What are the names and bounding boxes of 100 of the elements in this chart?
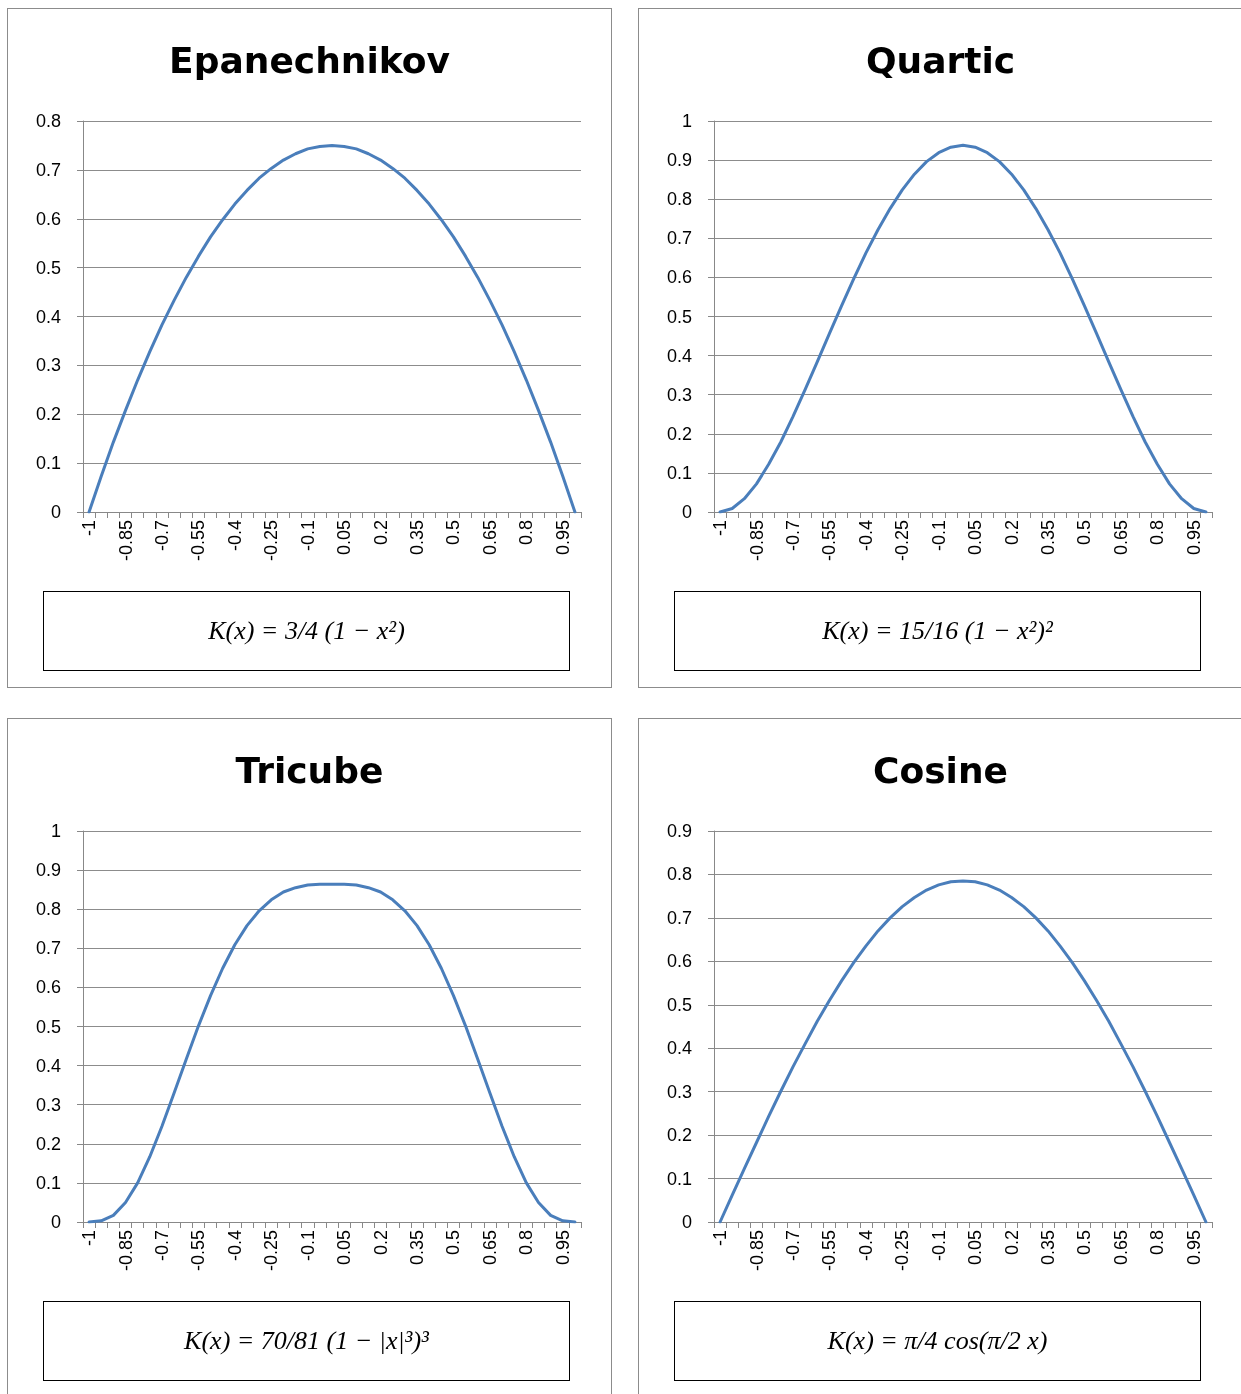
x-tick-label: -0.1 bbox=[928, 1230, 949, 1262]
y-tick-label: 0.5 bbox=[35, 1016, 61, 1037]
text: K(x) = 15/16 (1 − x²)² bbox=[674, 591, 1201, 671]
x-tick-label: 0.05 bbox=[334, 1230, 355, 1266]
x-tick-label: -0.85 bbox=[115, 1230, 136, 1272]
y-tick-label: 0.4 bbox=[666, 345, 692, 366]
x-tick-label: -0.85 bbox=[746, 1230, 767, 1272]
y-tick-label: 0 bbox=[681, 1212, 692, 1232]
y-tick-label: 1 bbox=[50, 821, 61, 841]
x-tick-label: 0.8 bbox=[516, 520, 537, 546]
x-tick-label: -0.7 bbox=[151, 520, 172, 552]
y-tick-label: 0.2 bbox=[666, 423, 692, 444]
x-tick-label: -0.4 bbox=[224, 520, 245, 552]
text: K(x) = π/4 cos(π/2 x) bbox=[674, 1301, 1201, 1381]
x-tick-label: 0.95 bbox=[1183, 1230, 1204, 1266]
x-tick-label: 0.5 bbox=[1074, 1230, 1095, 1256]
x-tick-label: -1 bbox=[79, 520, 100, 537]
y-tick-label: 0.6 bbox=[666, 267, 692, 288]
chart-title: Epanechnikov bbox=[169, 39, 450, 81]
y-tick-label: 0.1 bbox=[35, 453, 61, 474]
y-tick-label: 0.5 bbox=[666, 306, 692, 327]
chart-title: Quartic bbox=[865, 39, 1016, 81]
x-tick-label: 0.2 bbox=[1001, 520, 1022, 546]
y-tick-label: 0.3 bbox=[35, 1094, 61, 1115]
y-tick-label: 0.9 bbox=[35, 860, 61, 881]
x-tick-label: 0.2 bbox=[370, 520, 391, 546]
x-tick-label: 0.65 bbox=[479, 520, 500, 556]
x-tick-label: 0.2 bbox=[1001, 1230, 1022, 1256]
x-tick-label: 0.65 bbox=[479, 1230, 500, 1266]
x-tick-label: -1 bbox=[79, 1230, 100, 1247]
y-tick-label: 0.9 bbox=[666, 150, 692, 171]
y-tick-label: 1 bbox=[681, 111, 692, 131]
y-tick-label: 0 bbox=[50, 502, 61, 522]
y-tick-label: 0.1 bbox=[35, 1172, 61, 1193]
x-tick-label: 0.95 bbox=[552, 1230, 573, 1266]
x-tick-label: 0.35 bbox=[1038, 1230, 1059, 1266]
x-tick-label: -0.1 bbox=[928, 520, 949, 552]
x-tick-label: 0.5 bbox=[1074, 520, 1095, 546]
x-tick-label: -0.7 bbox=[782, 520, 803, 552]
x-tick-label: -0.55 bbox=[188, 1230, 209, 1272]
x-tick-label: 0.8 bbox=[1147, 1230, 1168, 1256]
x-tick-label: 0.5 bbox=[443, 520, 464, 546]
y-tick-label: 0.2 bbox=[35, 1133, 61, 1154]
x-tick-label: 0.8 bbox=[516, 1230, 537, 1256]
x-tick-label: 0.2 bbox=[370, 1230, 391, 1256]
y-tick-label: 0.9 bbox=[666, 821, 692, 841]
y-tick-label: 0.4 bbox=[666, 1038, 692, 1059]
x-tick-label: -0.4 bbox=[224, 1230, 245, 1262]
x-tick-label: -0.25 bbox=[261, 520, 282, 562]
x-tick-label: -0.85 bbox=[746, 520, 767, 562]
line-series bbox=[718, 879, 1208, 1224]
x-tick-label: 0.35 bbox=[407, 1230, 428, 1266]
x-tick-label: -0.55 bbox=[819, 520, 840, 562]
x-tick-label: -0.4 bbox=[855, 520, 876, 552]
y-tick-label: 0.7 bbox=[35, 938, 61, 959]
line-series bbox=[87, 882, 577, 1224]
line-series bbox=[718, 143, 1208, 514]
y-tick-label: 0 bbox=[681, 502, 692, 522]
text: K(x) = 3/4 (1 − x²) bbox=[43, 591, 570, 671]
y-tick-label: 0.2 bbox=[35, 404, 61, 425]
x-tick-label: -1 bbox=[710, 1230, 731, 1247]
y-tick-label: 0.1 bbox=[666, 1168, 692, 1189]
x-tick-label: -0.25 bbox=[892, 520, 913, 562]
x-tick-label: 0.5 bbox=[443, 1230, 464, 1256]
y-tick-label: 0 bbox=[50, 1212, 61, 1232]
x-tick-label: 0.05 bbox=[965, 520, 986, 556]
text: K(x) = 70/81 (1 − |x|³)³ bbox=[43, 1301, 570, 1381]
y-tick-label: 0.2 bbox=[666, 1125, 692, 1146]
y-tick-label: 0.3 bbox=[666, 1081, 692, 1102]
chart-title: Cosine bbox=[873, 749, 1008, 791]
x-tick-label: -0.55 bbox=[188, 520, 209, 562]
y-tick-label: 0.7 bbox=[666, 228, 692, 249]
y-tick-label: 0.6 bbox=[35, 208, 61, 229]
x-tick-label: 0.95 bbox=[552, 520, 573, 556]
y-tick-label: 0.8 bbox=[35, 899, 61, 920]
x-tick-label: -0.4 bbox=[855, 1230, 876, 1262]
x-tick-label: 0.35 bbox=[407, 520, 428, 556]
y-tick-label: 0.4 bbox=[35, 306, 61, 327]
x-tick-label: -0.25 bbox=[261, 1230, 282, 1272]
y-tick-label: 0.1 bbox=[666, 462, 692, 483]
x-tick-label: 0.95 bbox=[1183, 520, 1204, 556]
y-tick-label: 0.6 bbox=[666, 951, 692, 972]
line-series bbox=[87, 143, 577, 514]
x-tick-label: 0.05 bbox=[965, 1230, 986, 1266]
y-tick-label: 0.8 bbox=[666, 864, 692, 885]
y-tick-label: 0.7 bbox=[35, 159, 61, 180]
y-tick-label: 0.8 bbox=[666, 189, 692, 210]
x-tick-label: 0.65 bbox=[1110, 1230, 1131, 1266]
y-tick-label: 0.7 bbox=[666, 907, 692, 928]
x-tick-label: -0.85 bbox=[115, 520, 136, 562]
x-tick-label: 0.05 bbox=[334, 520, 355, 556]
x-tick-label: -1 bbox=[710, 520, 731, 537]
x-tick-label: -0.7 bbox=[151, 1230, 172, 1262]
x-tick-label: -0.55 bbox=[819, 1230, 840, 1272]
chart-title: Tricube bbox=[235, 749, 384, 791]
y-tick-label: 0.5 bbox=[35, 257, 61, 278]
y-tick-label: 0.5 bbox=[666, 994, 692, 1015]
x-tick-label: 0.65 bbox=[1110, 520, 1131, 556]
x-tick-label: -0.1 bbox=[297, 1230, 318, 1262]
x-tick-label: 0.8 bbox=[1147, 520, 1168, 546]
